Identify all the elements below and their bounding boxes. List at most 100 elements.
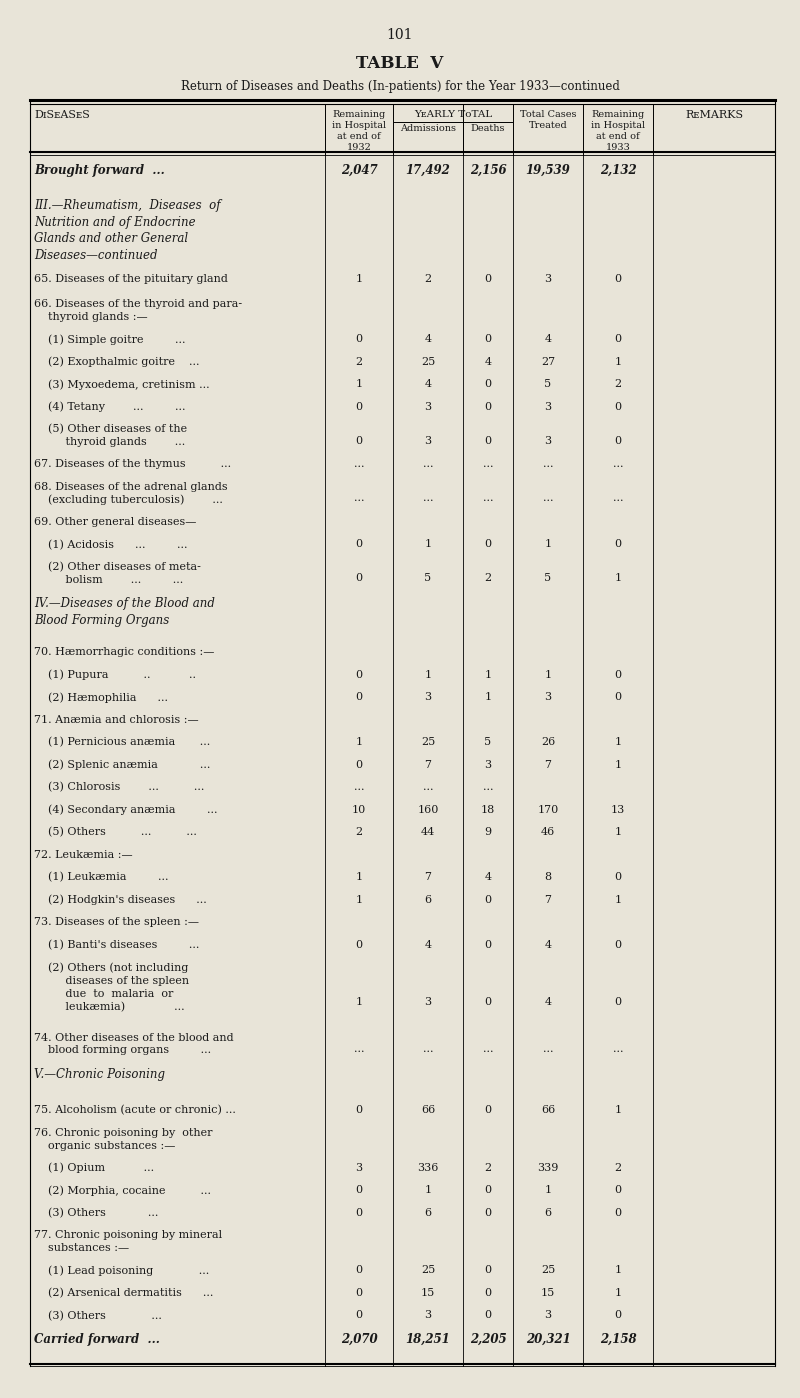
Text: 3: 3 (425, 692, 431, 702)
Text: 339: 339 (538, 1163, 558, 1173)
Text: 2: 2 (614, 379, 622, 389)
Text: 4: 4 (545, 334, 551, 344)
Text: (1) Pupura          ..           ..: (1) Pupura .. .. (34, 670, 196, 681)
Text: 25: 25 (421, 737, 435, 747)
Text: 1: 1 (355, 895, 362, 905)
Text: 0: 0 (355, 540, 362, 549)
Text: 0: 0 (355, 692, 362, 702)
Text: (3) Others             ...: (3) Others ... (34, 1310, 162, 1321)
Text: 0: 0 (614, 540, 622, 549)
Text: 0: 0 (614, 1310, 622, 1321)
Text: 7: 7 (545, 895, 551, 905)
Text: 1: 1 (614, 828, 622, 837)
Text: Remaining
in Hospital
at end of
1933: Remaining in Hospital at end of 1933 (591, 110, 645, 152)
Text: ...: ... (354, 783, 364, 793)
Text: 27: 27 (541, 356, 555, 366)
Text: 1: 1 (545, 1186, 551, 1195)
Text: 0: 0 (485, 401, 491, 412)
Text: 3: 3 (545, 401, 551, 412)
Text: 0: 0 (485, 1106, 491, 1116)
Text: Return of Diseases and Deaths (In-patients) for the Year 1933—continued: Return of Diseases and Deaths (In-patien… (181, 80, 619, 94)
Text: 0: 0 (485, 540, 491, 549)
Text: (1) Lead poisoning             ...: (1) Lead poisoning ... (34, 1265, 210, 1276)
Text: 6: 6 (545, 1208, 551, 1218)
Text: ...: ... (542, 1044, 554, 1054)
Text: ...: ... (482, 493, 494, 503)
Text: 0: 0 (355, 759, 362, 770)
Text: 0: 0 (485, 334, 491, 344)
Text: (2) Arsenical dermatitis      ...: (2) Arsenical dermatitis ... (34, 1288, 214, 1299)
Text: 0: 0 (614, 939, 622, 951)
Text: (3) Myxoedema, cretinism ...: (3) Myxoedema, cretinism ... (34, 379, 210, 390)
Text: 170: 170 (538, 805, 558, 815)
Text: 8: 8 (545, 872, 551, 882)
Text: 74. Other diseases of the blood and
    blood forming organs         ...: 74. Other diseases of the blood and bloo… (34, 1033, 234, 1055)
Text: (2) Hæmophilia      ...: (2) Hæmophilia ... (34, 692, 168, 703)
Text: YᴇARLY TᴏTAL: YᴇARLY TᴏTAL (414, 110, 492, 119)
Text: 9: 9 (485, 828, 491, 837)
Text: III.—Rheumatism,  Diseases  of
Nutrition and of Endocrine
Glands and other Gener: III.—Rheumatism, Diseases of Nutrition a… (34, 199, 221, 261)
Text: 2: 2 (425, 274, 431, 284)
Text: 3: 3 (355, 1163, 362, 1173)
Text: 1: 1 (425, 1186, 431, 1195)
Text: 7: 7 (425, 759, 431, 770)
Text: ...: ... (354, 1044, 364, 1054)
Text: (1) Acidosis      ...         ...: (1) Acidosis ... ... (34, 540, 187, 549)
Text: (3) Chlorosis        ...          ...: (3) Chlorosis ... ... (34, 783, 204, 793)
Text: 5: 5 (545, 379, 551, 389)
Text: ...: ... (542, 460, 554, 470)
Text: 1: 1 (545, 670, 551, 679)
Text: 0: 0 (355, 401, 362, 412)
Text: 69. Other general diseases—: 69. Other general diseases— (34, 517, 196, 527)
Text: 2,205: 2,205 (470, 1332, 506, 1346)
Text: (1) Pernicious anæmia       ...: (1) Pernicious anæmia ... (34, 737, 210, 748)
Text: 2: 2 (614, 1163, 622, 1173)
Text: (2) Others (not including
         diseases of the spleen
         due  to  mala: (2) Others (not including diseases of th… (34, 962, 189, 1012)
Text: 1: 1 (614, 759, 622, 770)
Text: ...: ... (354, 460, 364, 470)
Text: 0: 0 (355, 1265, 362, 1275)
Text: 2: 2 (355, 356, 362, 366)
Text: 3: 3 (425, 401, 431, 412)
Text: 17,492: 17,492 (406, 164, 450, 178)
Text: (2) Other diseases of meta-
         bolism        ...         ...: (2) Other diseases of meta- bolism ... .… (34, 562, 201, 586)
Text: 0: 0 (355, 334, 362, 344)
Text: 15: 15 (541, 1288, 555, 1297)
Text: 4: 4 (485, 356, 491, 366)
Text: 0: 0 (614, 436, 622, 446)
Text: (2) Hodgkin's diseases      ...: (2) Hodgkin's diseases ... (34, 895, 206, 906)
Text: 2,156: 2,156 (470, 164, 506, 178)
Text: (4) Tetany        ...         ...: (4) Tetany ... ... (34, 401, 186, 412)
Text: 2,070: 2,070 (341, 1332, 378, 1346)
Text: 76. Chronic poisoning by  other
    organic substances :—: 76. Chronic poisoning by other organic s… (34, 1128, 213, 1151)
Text: TABLE  V: TABLE V (356, 55, 444, 73)
Text: (1) Leukæmia         ...: (1) Leukæmia ... (34, 872, 169, 882)
Text: DɪSᴇASᴇS: DɪSᴇASᴇS (34, 110, 90, 120)
Text: 1: 1 (614, 1265, 622, 1275)
Text: 0: 0 (485, 1265, 491, 1275)
Text: 6: 6 (425, 895, 431, 905)
Text: RᴇMARKS: RᴇMARKS (685, 110, 743, 120)
Text: (3) Others            ...: (3) Others ... (34, 1208, 158, 1218)
Text: (1) Simple goitre         ...: (1) Simple goitre ... (34, 334, 186, 345)
Text: 3: 3 (485, 759, 491, 770)
Text: 1: 1 (614, 573, 622, 583)
Text: 75. Alcoholism (acute or chronic) ...: 75. Alcoholism (acute or chronic) ... (34, 1106, 236, 1116)
Text: 1: 1 (355, 737, 362, 747)
Text: 0: 0 (355, 1310, 362, 1321)
Text: ...: ... (422, 1044, 434, 1054)
Text: 0: 0 (614, 997, 622, 1007)
Text: (5) Other diseases of the
         thyroid glands        ...: (5) Other diseases of the thyroid glands… (34, 425, 187, 447)
Text: 0: 0 (355, 670, 362, 679)
Text: 2,158: 2,158 (600, 1332, 636, 1346)
Text: 0: 0 (355, 1186, 362, 1195)
Text: 25: 25 (421, 356, 435, 366)
Text: 336: 336 (418, 1163, 438, 1173)
Text: 2: 2 (485, 1163, 491, 1173)
Text: 18,251: 18,251 (406, 1332, 450, 1346)
Text: 26: 26 (541, 737, 555, 747)
Text: 4: 4 (425, 939, 431, 951)
Text: 7: 7 (545, 759, 551, 770)
Text: 46: 46 (541, 828, 555, 837)
Text: 2,047: 2,047 (341, 164, 378, 178)
